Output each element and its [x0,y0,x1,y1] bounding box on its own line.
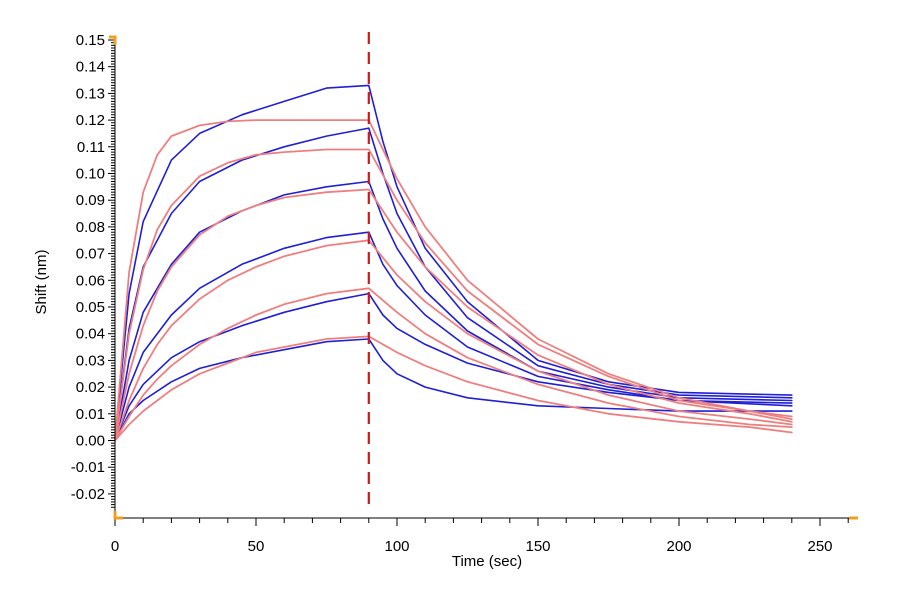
axes-layer [114,38,858,519]
x-tick-label: 50 [248,538,265,555]
x-tick-label: 250 [807,538,832,555]
x-tick-label: 100 [384,538,409,555]
y-tick-label: 0.09 [76,192,105,209]
y-tick-label: 0.12 [76,112,105,129]
fit-curve-11 [114,287,793,442]
fit-curve-10 [114,239,793,442]
y-tick-label: 0.04 [76,326,105,343]
x-axis-title: Time (sec) [452,553,522,570]
y-tick-label: 0.13 [76,85,105,102]
x-ticks: 0 50 100 150 200 250 [111,518,849,555]
y-tick-label: 0.08 [76,219,105,236]
y-ticks: 0.15 0.14 0.13 0.12 0.11 0.10 0.09 0.08 0.07 0.06… [71,32,115,508]
y-tick-label: -0.02 [71,486,105,503]
axis-origin-handle[interactable] [113,511,123,520]
y-axis-top-handle[interactable] [109,35,117,45]
y-tick-label: 0.10 [76,166,105,183]
fit-curve-8 [114,148,793,442]
y-tick-label: 0.07 [76,246,105,263]
y-tick-label: 0.00 [76,433,105,450]
y-tick-label: 0.14 [76,59,105,76]
y-axis-title: Shift (nm) [33,249,50,314]
y-tick-label: 0.02 [76,379,105,396]
x-tick-label: 200 [666,538,691,555]
y-tick-label: 0.15 [76,32,105,49]
measured-curve-2 [114,127,793,442]
y-tick-label: 0.05 [76,299,105,316]
y-tick-label: -0.01 [71,459,105,476]
fit-curve-12 [114,335,793,442]
fit-curve-9 [114,188,793,442]
y-tick-label: 0.03 [76,352,105,369]
y-tick-label: 0.06 [76,272,105,289]
fit-curve-7 [114,119,793,442]
measured-curve-6 [114,338,793,442]
y-tick-label: 0.11 [77,139,105,156]
x-tick-label: 150 [525,538,550,555]
curves-layer [114,84,793,442]
measured-curve-1 [114,84,793,442]
axis-handles[interactable] [109,35,858,520]
x-tick-label: 0 [111,538,119,555]
y-tick-label: 0.01 [76,406,105,423]
